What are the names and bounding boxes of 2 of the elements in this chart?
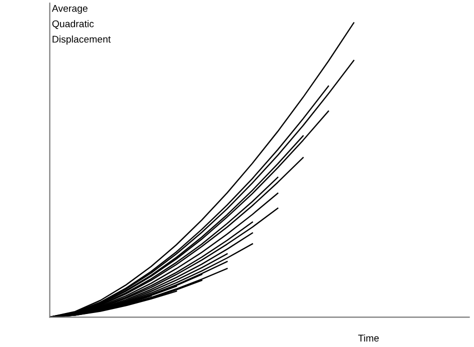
y-axis-title: Average Quadratic Displacement xyxy=(52,5,111,45)
x-axis-title: Time xyxy=(358,334,379,342)
